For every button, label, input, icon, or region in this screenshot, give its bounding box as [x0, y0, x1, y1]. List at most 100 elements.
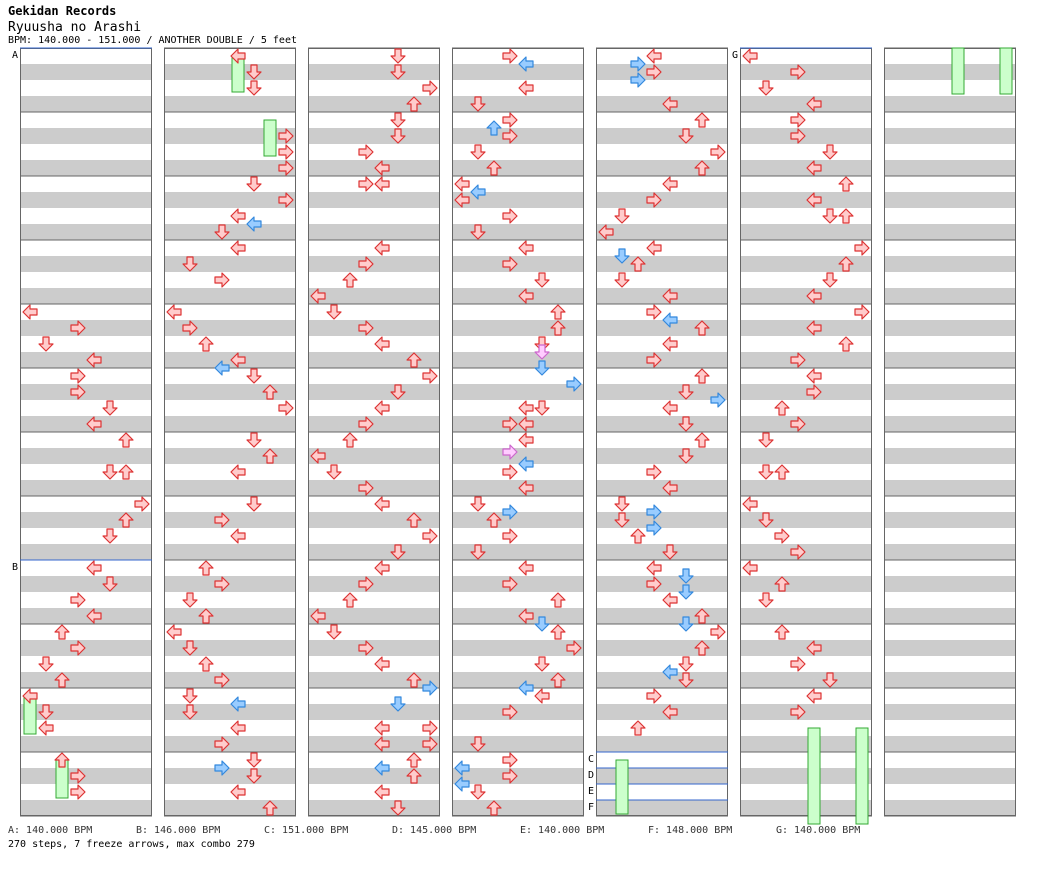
right-arrow-icon [790, 704, 806, 720]
up-arrow-icon [198, 560, 214, 576]
chart-column-border [452, 48, 584, 816]
row-stripe [740, 352, 872, 368]
right-arrow-icon [422, 368, 438, 384]
row-stripe [740, 448, 872, 464]
row-stripe [308, 512, 440, 528]
row-stripe [164, 384, 296, 400]
row-stripe [596, 448, 728, 464]
row-stripe [308, 224, 440, 240]
freeze-arrow [951, 47, 965, 95]
left-arrow-icon [86, 608, 102, 624]
row-stripe [452, 768, 584, 784]
down-arrow-icon [470, 736, 486, 752]
row-stripe [884, 576, 1016, 592]
row-stripe [20, 608, 152, 624]
row-stripe [308, 96, 440, 112]
row-stripe [164, 128, 296, 144]
up-arrow-icon [774, 400, 790, 416]
row-stripe [164, 256, 296, 272]
row-stripe [308, 320, 440, 336]
left-arrow-icon [518, 680, 534, 696]
left-arrow-icon [742, 496, 758, 512]
row-stripe [452, 96, 584, 112]
down-arrow-icon [470, 784, 486, 800]
row-stripe [596, 576, 728, 592]
left-arrow-icon [662, 288, 678, 304]
up-arrow-icon [630, 720, 646, 736]
right-arrow-icon [358, 480, 374, 496]
right-arrow-icon [134, 496, 150, 512]
down-arrow-icon [678, 448, 694, 464]
bpm-legend-f: F: 148.000 BPM [648, 825, 733, 836]
up-arrow-icon [550, 592, 566, 608]
row-stripe [308, 64, 440, 80]
left-arrow-icon [646, 240, 662, 256]
down-arrow-icon [326, 464, 342, 480]
down-arrow-icon [102, 400, 118, 416]
row-stripe [308, 608, 440, 624]
row-stripe [308, 576, 440, 592]
down-arrow-icon [534, 360, 550, 376]
row-stripe [164, 576, 296, 592]
section-marker: C [588, 754, 594, 765]
right-arrow-icon [502, 112, 518, 128]
right-arrow-icon [502, 208, 518, 224]
row-stripe [20, 128, 152, 144]
row-stripe [740, 576, 872, 592]
row-stripe [164, 768, 296, 784]
left-arrow-icon [598, 224, 614, 240]
up-arrow-icon [694, 112, 710, 128]
up-arrow-icon [262, 384, 278, 400]
left-arrow-icon [806, 96, 822, 112]
row-stripe [884, 768, 1016, 784]
row-stripe [308, 288, 440, 304]
down-arrow-icon [182, 592, 198, 608]
right-arrow-icon [502, 752, 518, 768]
right-arrow-icon [646, 504, 662, 520]
left-arrow-icon [742, 48, 758, 64]
row-stripe [452, 800, 584, 816]
row-stripe [740, 128, 872, 144]
row-stripe [164, 416, 296, 432]
down-arrow-icon [758, 592, 774, 608]
row-stripe [20, 352, 152, 368]
left-arrow-icon [230, 48, 246, 64]
row-stripe [164, 320, 296, 336]
section-marker: D [588, 770, 594, 781]
row-stripe [308, 640, 440, 656]
left-arrow-icon [662, 664, 678, 680]
left-arrow-icon [806, 640, 822, 656]
row-stripe [596, 736, 728, 752]
left-arrow-icon [662, 312, 678, 328]
row-stripe [596, 672, 728, 688]
up-arrow-icon [774, 624, 790, 640]
row-stripe [884, 544, 1016, 560]
down-arrow-icon [470, 496, 486, 512]
bpm-legend-e: E: 140.000 BPM [520, 825, 605, 836]
down-arrow-icon [614, 208, 630, 224]
row-stripe [20, 224, 152, 240]
right-arrow-icon [646, 352, 662, 368]
row-stripe [596, 544, 728, 560]
left-arrow-icon [374, 176, 390, 192]
row-stripe [740, 736, 872, 752]
row-stripe [884, 640, 1016, 656]
up-arrow-icon [550, 304, 566, 320]
up-arrow-icon [486, 800, 502, 816]
right-arrow-icon [790, 352, 806, 368]
up-arrow-icon [342, 592, 358, 608]
row-stripe [20, 672, 152, 688]
left-arrow-icon [662, 96, 678, 112]
left-arrow-icon [230, 528, 246, 544]
left-arrow-icon [454, 192, 470, 208]
bpm-legend-a: A: 140.000 BPM [8, 825, 93, 836]
left-arrow-icon [646, 560, 662, 576]
row-stripe [20, 160, 152, 176]
down-arrow-icon [678, 384, 694, 400]
row-stripe [308, 160, 440, 176]
left-arrow-icon [374, 656, 390, 672]
row-stripe [452, 672, 584, 688]
row-stripe [20, 384, 152, 400]
left-arrow-icon [230, 240, 246, 256]
right-arrow-icon [214, 272, 230, 288]
